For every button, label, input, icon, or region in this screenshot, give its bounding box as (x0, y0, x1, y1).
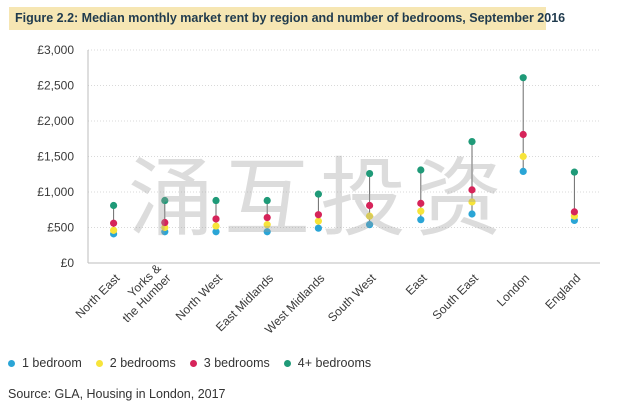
x-tick-label: North East (73, 271, 123, 321)
data-point (570, 168, 579, 176)
data-point (468, 198, 476, 206)
legend-label-3-bedrooms: 3 bedrooms (203, 356, 270, 370)
data-point (366, 212, 374, 220)
data-point (468, 186, 476, 194)
y-tick-label: £1,000 (37, 185, 74, 199)
x-tick-label-line: South West (325, 271, 379, 325)
data-point (366, 169, 374, 178)
legend-item-1-bedroom: 1 bedroom (8, 356, 82, 370)
x-tick-label: South West (325, 271, 379, 325)
data-point (366, 201, 374, 210)
x-tick-label: North West (173, 271, 226, 324)
x-tick-label-line: North West (173, 271, 226, 324)
data-point (212, 196, 220, 205)
data-point (161, 223, 169, 232)
data-point (263, 221, 271, 229)
x-tick-label-line: London (494, 271, 532, 309)
gridlines (87, 49, 600, 264)
legend-marker-2-bedrooms (95, 359, 103, 367)
chart-title: Figure 2.2: Median monthly market rent b… (9, 7, 565, 30)
legend-marker-3-bedrooms (189, 359, 197, 367)
data-point (263, 213, 271, 222)
data-point (212, 222, 220, 230)
x-tick-label: England (542, 271, 583, 312)
data-point (519, 74, 527, 82)
data-point (468, 210, 476, 218)
data-point (263, 196, 271, 205)
data-point (519, 130, 527, 139)
data-point (417, 199, 425, 207)
x-tick-label: South East (430, 271, 482, 323)
x-tick-label: East (403, 271, 430, 298)
x-tick-label-line: North East (73, 271, 123, 321)
data-point (212, 215, 220, 223)
y-tick-label: £2,000 (37, 114, 74, 128)
data-point (212, 228, 220, 236)
legend-item-2-bedrooms: 2 bedrooms (95, 356, 176, 370)
data-point (161, 218, 169, 227)
x-tick-label-line: South East (430, 271, 482, 323)
data-point (110, 226, 118, 234)
legend-label-4-plus-bedrooms: 4+ bedrooms (297, 356, 372, 370)
data-point (570, 208, 579, 216)
data-point (366, 221, 374, 229)
data-point (314, 224, 322, 232)
x-axis-tick-labels: North East Yorks &the Humber North West Eas… (73, 261, 584, 336)
legend-item-3-bedrooms: 3 bedrooms (189, 356, 270, 370)
data-point (468, 137, 476, 146)
data-point (314, 211, 322, 219)
legend-item-4-plus-bedrooms: 4+ bedrooms (283, 356, 372, 370)
x-tick-label: London (494, 271, 532, 309)
data-point (263, 228, 271, 236)
y-tick-label: £500 (47, 221, 74, 235)
data-point (417, 216, 425, 224)
source-note: Source: GLA, Housing in London, 2017 (8, 387, 226, 401)
x-tick-label-line: England (542, 271, 583, 312)
y-tick-label: £1,500 (37, 150, 74, 164)
data-point (417, 207, 425, 215)
data-point (110, 219, 118, 227)
data-point (110, 201, 118, 210)
data-point (519, 152, 527, 161)
legend-label-2-bedrooms: 2 bedrooms (109, 356, 176, 370)
data-points (110, 74, 579, 238)
x-tick-label: Yorks &the Humber (110, 261, 174, 325)
y-tick-label: £3,000 (37, 43, 74, 57)
data-point (417, 166, 425, 174)
data-point (314, 217, 322, 225)
legend-marker-1-bedroom (8, 359, 15, 367)
legend: 1 bedroom 2 bedrooms 3 bedrooms 4+ bedro… (8, 356, 385, 370)
legend-label-1-bedroom: 1 bedroom (22, 356, 82, 370)
range-lines (113, 77, 575, 234)
legend-marker-4-plus-bedrooms (283, 359, 291, 367)
x-tick-label-line: East (403, 271, 430, 298)
y-tick-label: £0 (61, 256, 75, 270)
y-tick-label: £2,500 (37, 79, 74, 93)
data-point (161, 196, 169, 205)
y-axis-tick-labels: £3,000 £2,500 £2,000 £1,500 £1,000 £500 £0 (37, 43, 74, 270)
data-point (519, 167, 527, 176)
data-point (314, 190, 322, 198)
